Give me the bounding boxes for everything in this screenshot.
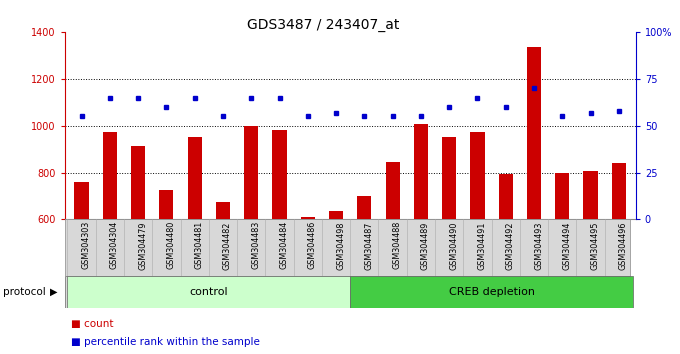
Text: GSM304495: GSM304495 [590,221,600,270]
Bar [216,202,230,219]
Text: control: control [190,287,228,297]
Text: CREB depletion: CREB depletion [449,287,534,297]
Text: GSM304490: GSM304490 [449,221,458,269]
Bar [357,196,371,219]
Text: GSM304303: GSM304303 [82,221,90,269]
Text: ■ count: ■ count [71,319,114,329]
Text: GSM304481: GSM304481 [194,221,204,269]
Text: GSM304496: GSM304496 [619,221,628,269]
Bar [131,145,146,219]
Text: GSM304304: GSM304304 [110,221,119,269]
Text: GSM304492: GSM304492 [506,221,515,270]
Bar [555,172,569,219]
Text: protocol: protocol [3,287,46,297]
Text: GSM304493: GSM304493 [534,221,543,269]
Text: GSM304480: GSM304480 [167,221,175,269]
Text: GSM304488: GSM304488 [392,221,402,269]
Bar [414,125,428,219]
Bar [583,171,598,219]
Text: ▶: ▶ [50,287,58,297]
Bar [75,182,88,219]
Text: GSM304484: GSM304484 [279,221,288,269]
Bar [442,137,456,219]
Text: GDS3487 / 243407_at: GDS3487 / 243407_at [247,18,399,32]
Text: GSM304494: GSM304494 [562,221,571,269]
Text: GSM304491: GSM304491 [477,221,486,269]
Text: GSM304486: GSM304486 [308,221,317,269]
Bar [471,132,485,219]
Bar [67,276,350,308]
Bar [350,276,633,308]
Bar [159,190,173,219]
Bar [386,162,400,219]
Text: GSM304489: GSM304489 [421,221,430,269]
Bar [527,47,541,219]
Text: GSM304482: GSM304482 [223,221,232,269]
Text: GSM304487: GSM304487 [364,221,373,269]
Text: GSM304498: GSM304498 [336,221,345,269]
Bar [273,130,286,219]
Bar [244,126,258,219]
Bar [612,163,626,219]
Bar [301,217,315,219]
Bar [329,211,343,219]
Text: GSM304483: GSM304483 [251,221,260,269]
Bar [103,132,117,219]
Text: ■ percentile rank within the sample: ■ percentile rank within the sample [71,337,260,347]
Text: GSM304479: GSM304479 [138,221,147,270]
Bar [188,137,202,219]
Bar [498,174,513,219]
